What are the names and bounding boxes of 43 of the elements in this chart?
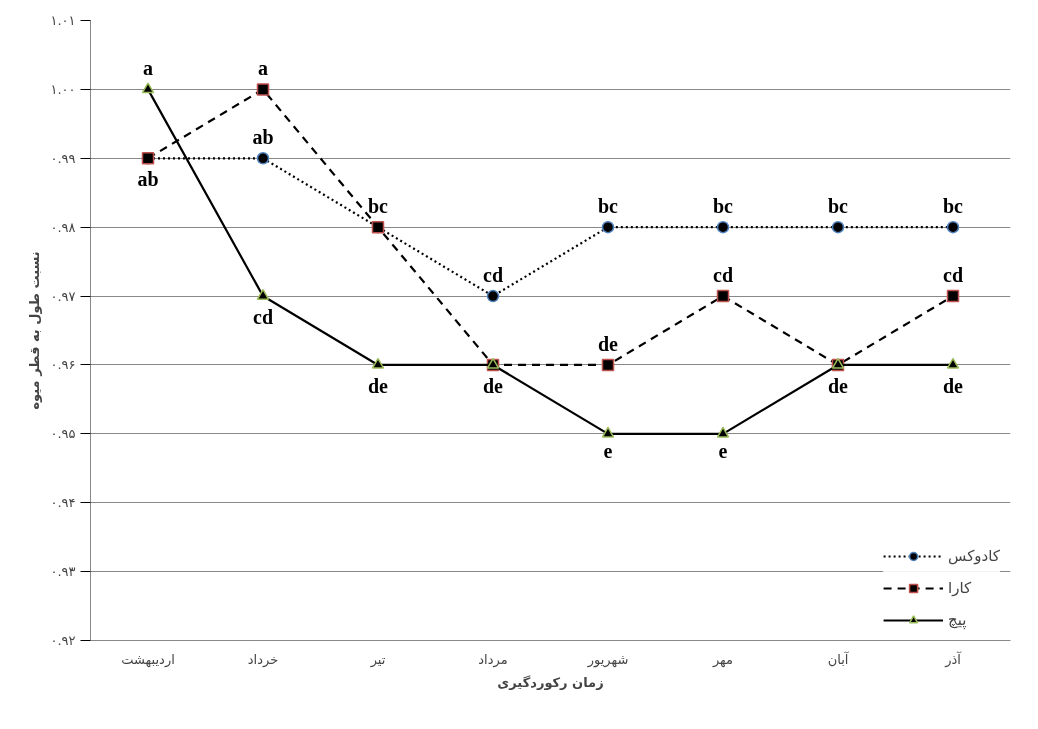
annotation: e (718, 439, 728, 462)
x-tick-label: آذر (944, 650, 963, 668)
annotation: de (943, 374, 964, 397)
annotation: bc (828, 195, 849, 218)
y-tick-label: ۰.۹۸ (50, 219, 76, 235)
annotation: cd (483, 264, 503, 287)
y-tick-label: ۰.۹۹ (50, 150, 76, 166)
annotation: bc (713, 195, 734, 218)
x-tick-label: مرداد (478, 651, 508, 668)
annotation: a (258, 57, 268, 80)
annotation: e (603, 439, 613, 462)
x-tick-label: مهر (711, 651, 734, 668)
x-tick-label: خرداد (247, 651, 279, 668)
y-tick-label: ۰.۹۲ (50, 633, 76, 648)
annotation: cd (943, 264, 963, 287)
legend-label: کارا (948, 579, 972, 597)
y-tick-label: ۰.۹۶ (50, 357, 76, 373)
x-tick-label: شهریور (586, 651, 629, 668)
annotation: ab (252, 126, 274, 149)
legend-label: پیچ (948, 611, 968, 629)
annotation: de (483, 374, 504, 397)
y-tick-label: ۱.۰۰ (50, 81, 76, 97)
annotation: cd (253, 306, 273, 329)
y-tick-label: ۰.۹۵ (50, 426, 76, 442)
annotation: bc (598, 195, 619, 218)
annotation: de (828, 374, 849, 397)
x-axis-title: زمان رکوردگیری (497, 674, 604, 690)
annotation: de (598, 332, 619, 355)
y-tick-label: ۱.۰۱ (50, 13, 76, 28)
annotation: bc (368, 195, 389, 218)
y-axis-title: نسبت طول به قطر میوه (27, 251, 43, 410)
x-tick-label: آبان (827, 650, 850, 667)
y-tick-label: ۰.۹۴ (50, 495, 76, 511)
x-tick-label: تیر (369, 651, 386, 668)
y-tick-label: ۰.۹۷ (50, 288, 76, 304)
x-tick-label: اردیبهشت (121, 651, 175, 668)
annotation: de (368, 374, 389, 397)
annotation: bc (943, 195, 964, 218)
annotation: a (143, 57, 153, 80)
annotation: ab (137, 168, 159, 191)
legend-label: کادوکس (948, 547, 1000, 565)
annotation: cd (713, 264, 733, 287)
y-tick-label: ۰.۹۳ (50, 564, 76, 580)
